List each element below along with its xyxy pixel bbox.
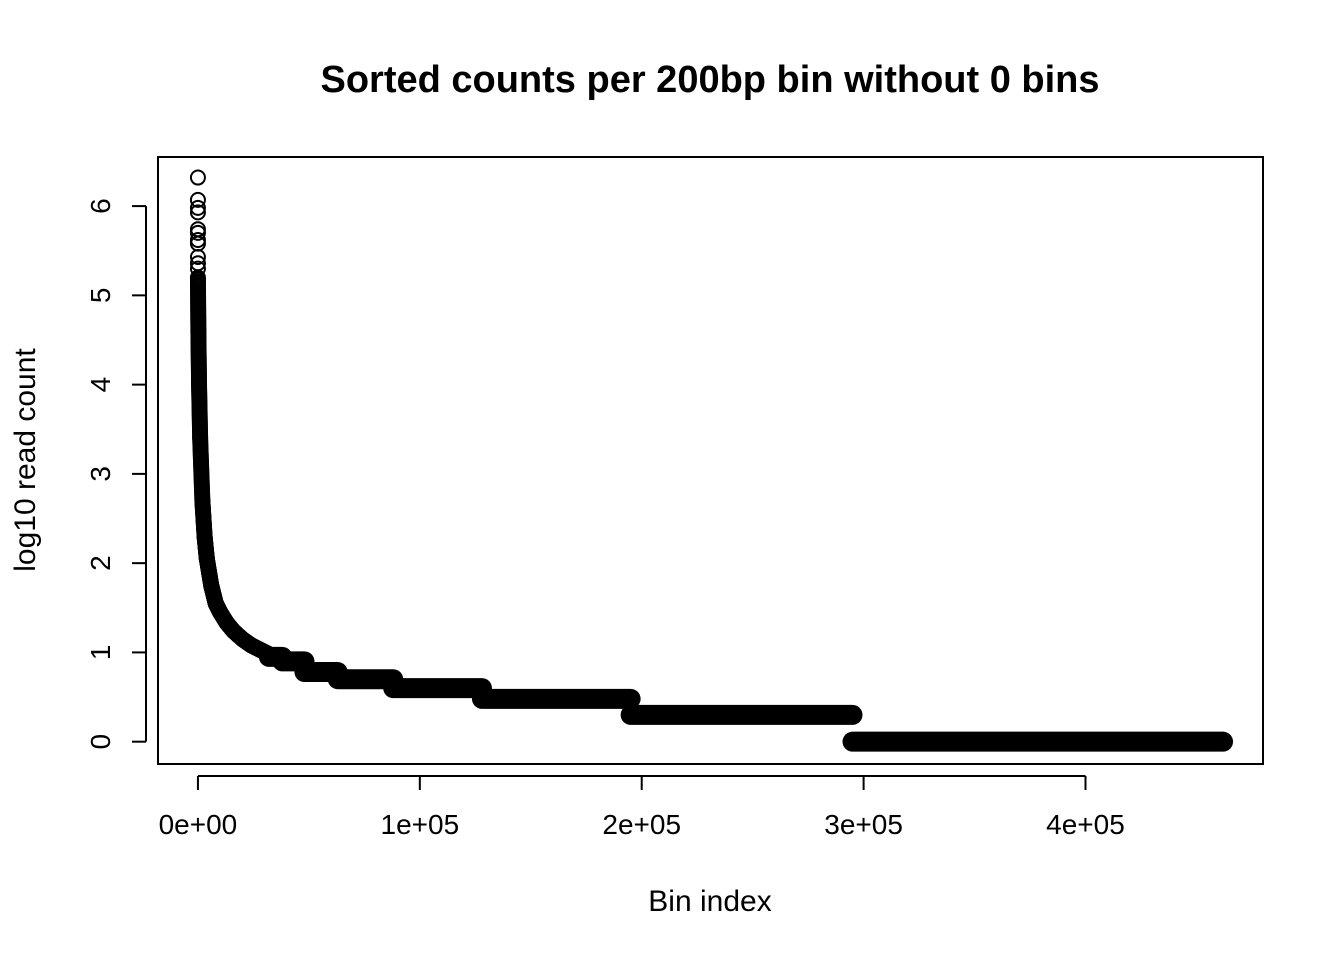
y-tick-label: 2	[85, 555, 116, 571]
data-series	[189, 169, 1234, 752]
data-point-outlier	[189, 199, 206, 216]
x-tick-label: 4e+05	[1046, 809, 1125, 840]
y-tick-label: 5	[85, 288, 116, 304]
data-point-outlier	[189, 260, 206, 277]
x-tick-label: 3e+05	[824, 809, 903, 840]
plot-frame	[157, 156, 1264, 765]
x-axis-label: Bin index	[648, 885, 771, 918]
data-point-outlier	[189, 191, 206, 208]
y-axis-label: log10 read count	[9, 348, 42, 572]
x-axis: 0e+00 1e+05 2e+05 3e+05 4e+05	[159, 775, 1125, 840]
data-point-outlier	[189, 224, 206, 241]
x-tick-label: 2e+05	[602, 809, 681, 840]
data-point-outlier	[189, 255, 206, 272]
y-tick-label: 0	[85, 734, 116, 750]
y-tick-label: 1	[85, 645, 116, 661]
y-tick-label: 6	[85, 198, 116, 214]
data-point-outlier	[189, 169, 206, 186]
y-tick-label: 3	[85, 466, 116, 482]
data-point	[260, 646, 277, 663]
x-tick-label: 1e+05	[381, 809, 460, 840]
y-tick-label: 4	[85, 377, 116, 393]
data-point-outlier	[189, 248, 206, 265]
chart-title: Sorted counts per 200bp bin without 0 bi…	[320, 59, 1099, 101]
data-point-outlier	[189, 204, 206, 221]
x-tick-label: 0e+00	[159, 809, 238, 840]
y-axis: 0 1 2 3 4 5 6	[85, 198, 147, 750]
